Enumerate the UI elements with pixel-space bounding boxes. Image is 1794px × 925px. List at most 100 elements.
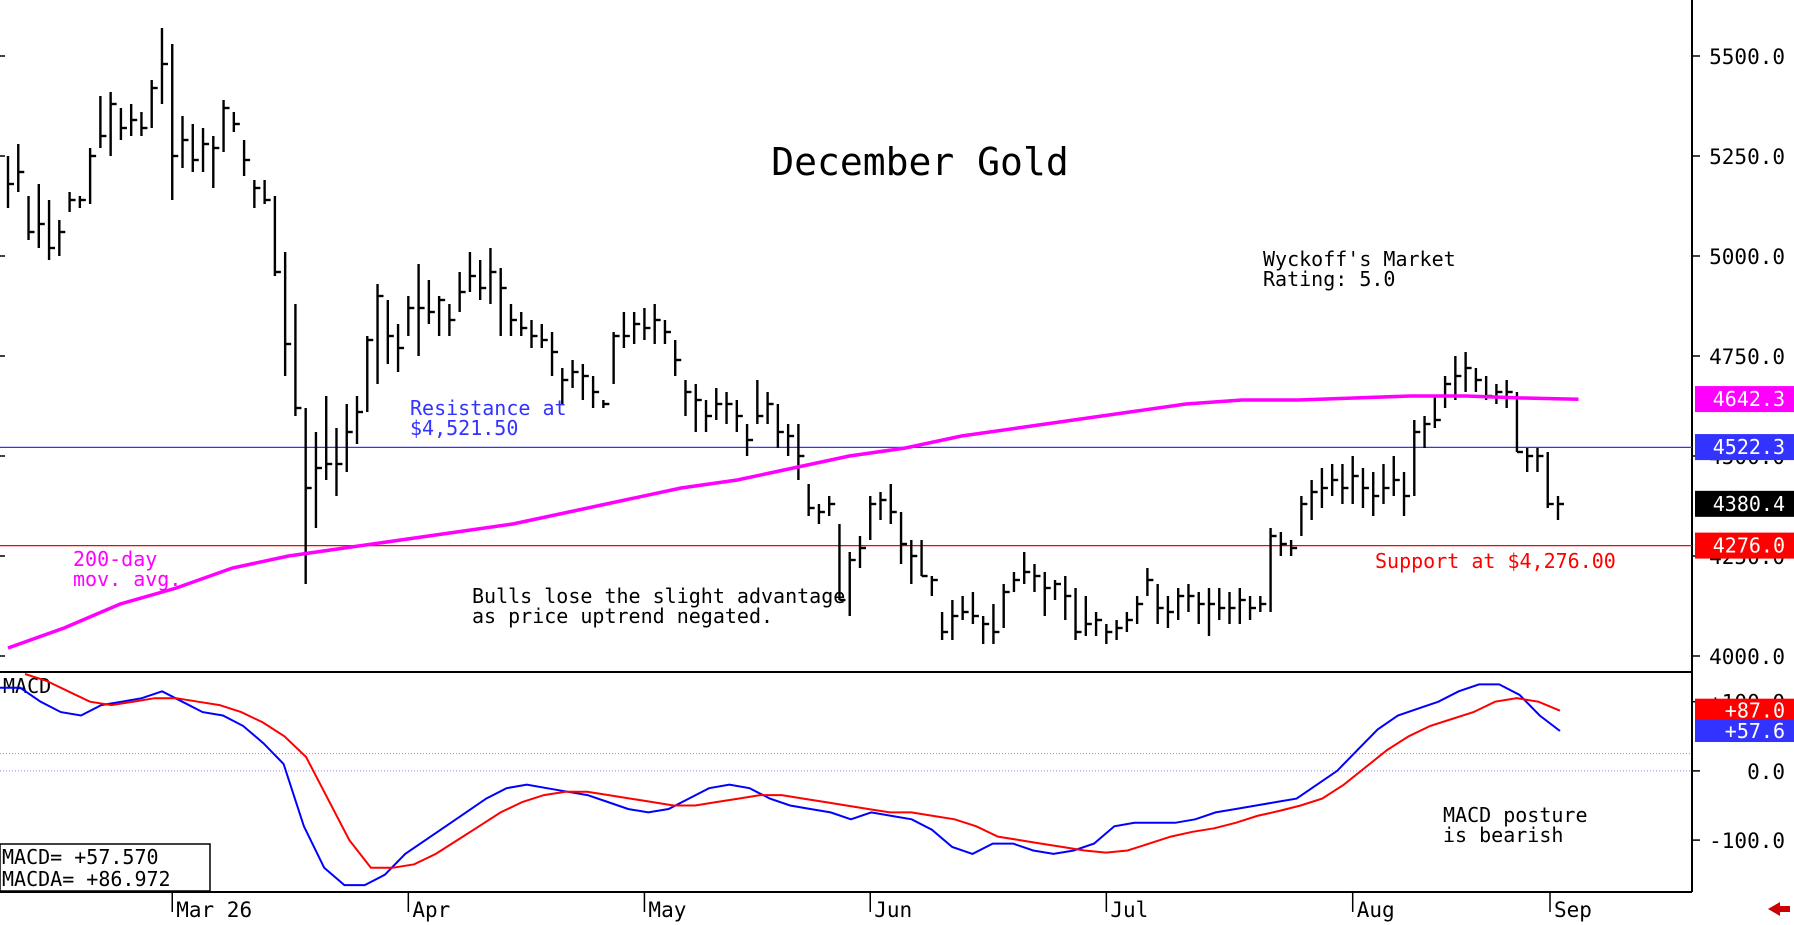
ohlc-bar: [540, 324, 548, 348]
macd-tag-0: +87.0: [1725, 699, 1785, 723]
ohlc-bar: [745, 424, 754, 456]
ohlc-bar: [940, 612, 949, 640]
ohlc-bar: [468, 252, 476, 292]
price-tag-0: 4642.3: [1713, 387, 1785, 411]
ohlc-bar: [417, 264, 425, 356]
ohlc-bar: [201, 128, 210, 172]
ohlc-bar: [1074, 588, 1082, 640]
ohlc-bar: [47, 200, 56, 260]
ohlc-bar: [653, 304, 661, 344]
ohlc-bar: [776, 404, 784, 448]
x-tick-label-0: Mar 26: [176, 898, 252, 922]
ohlc-bar: [1526, 448, 1534, 472]
ohlc-bar: [951, 600, 959, 640]
ohlc-bar: [530, 320, 538, 348]
ohlc-bar: [612, 332, 620, 384]
x-tick-label-5: Aug: [1357, 898, 1395, 922]
left-arrow-icon: [1768, 902, 1790, 916]
ohlc-bar: [212, 136, 220, 188]
macd-tag-bg: [1695, 698, 1794, 722]
ohlc-bar: [1382, 464, 1390, 504]
ohlc-bar: [1546, 452, 1554, 508]
ohlc-bar: [1115, 620, 1123, 640]
ohlc-bar: [1269, 528, 1277, 612]
y-tick-label-1: 5250.0: [1709, 145, 1785, 169]
ohlc-bar: [88, 148, 97, 204]
ohlc-bar: [1197, 592, 1205, 624]
ohlc-bar: [786, 424, 795, 456]
ohlc-bar: [222, 100, 230, 152]
ohlc-bar: [1012, 572, 1020, 592]
ohlc-bar: [109, 92, 117, 156]
ohlc-bar: [232, 112, 240, 132]
ohlc-bar: [889, 484, 897, 524]
ohlc-bar: [1023, 552, 1031, 584]
ohlc-bar: [817, 504, 825, 524]
ohlc-bar: [366, 336, 374, 412]
ohlc-bar: [1187, 584, 1195, 612]
ohlc-bar: [1238, 588, 1246, 624]
macd-panel-title: MACD: [3, 674, 51, 698]
ohlc-bar: [448, 304, 456, 336]
y-tick-label-3: 4750.0: [1709, 345, 1785, 369]
ohlc-bar: [1423, 416, 1431, 448]
ohlc-bar: [325, 396, 333, 480]
ohlc-bar: [992, 604, 1000, 644]
ohlc-bar: [869, 496, 877, 540]
ohlc-bar: [1495, 384, 1503, 404]
ohlc-bar: [1207, 588, 1215, 636]
ohlc-bar: [294, 304, 302, 416]
ohlc-bar: [17, 144, 25, 192]
ohlc-bar: [1228, 592, 1236, 624]
x-tick-label-1: Apr: [412, 898, 450, 922]
y-tick-label-0: 5500.0: [1709, 45, 1785, 69]
ohlc-bar: [848, 552, 856, 616]
ohlc-bar: [684, 380, 692, 416]
ohlc-bar: [37, 184, 45, 248]
x-tick-label-4: Jul: [1110, 898, 1148, 922]
ohlc-bar: [981, 616, 990, 644]
ohlc-bar: [1279, 532, 1287, 556]
price-tag-2: 4380.4: [1713, 492, 1785, 516]
ohlc-bar: [1002, 584, 1010, 628]
ohlc-bar: [27, 196, 35, 240]
ohlc-bar: [879, 492, 887, 520]
ohlc-bar: [1064, 576, 1072, 620]
price-tag-bg: [1695, 386, 1794, 413]
ohlc-bar: [386, 300, 394, 364]
ohlc-bar: [1043, 572, 1051, 616]
ohlc-bar: [509, 304, 517, 336]
ohlc-bar: [1084, 596, 1092, 636]
ohlc-bar: [591, 376, 600, 408]
ohlc-bar: [1125, 612, 1133, 632]
ohlc-bar: [756, 380, 764, 424]
ohlc-bar: [489, 248, 497, 304]
ohlc-bar: [160, 28, 168, 104]
ohlc-bar: [314, 432, 322, 528]
ohlc-bar: [1135, 596, 1144, 624]
macd-series-macda: [24, 673, 1561, 869]
ohlc-bar: [602, 400, 610, 408]
ohlc-bar: [1454, 356, 1462, 400]
ohlc-bar: [335, 428, 343, 496]
ohlc-bar: [1300, 496, 1308, 536]
ohlc-bar: [129, 104, 138, 136]
ma200-label: 200-day mov. avg.: [73, 547, 181, 591]
ohlc-bar: [971, 592, 979, 624]
ohlc-bar: [1156, 584, 1164, 624]
ohlc-bar: [1505, 380, 1513, 408]
ohlc-bar: [1372, 472, 1380, 516]
ohlc-bar: [797, 424, 805, 480]
ohlc-bar: [253, 180, 261, 208]
ohlc-bar: [140, 112, 148, 136]
ohlc-bar: [694, 384, 702, 432]
ohlc-bar: [1259, 596, 1267, 612]
ohlc-bar: [581, 364, 589, 400]
ohlc-bar: [1536, 448, 1544, 472]
ohlc-bar: [499, 268, 507, 336]
bulls-note: Bulls lose the slight advantage as price …: [472, 584, 845, 628]
price-tag-bg: [1695, 532, 1794, 559]
ohlc-bar: [632, 312, 641, 344]
macd-y-tick-1: 0.0: [1747, 760, 1785, 784]
ohlc-bar: [58, 220, 66, 256]
